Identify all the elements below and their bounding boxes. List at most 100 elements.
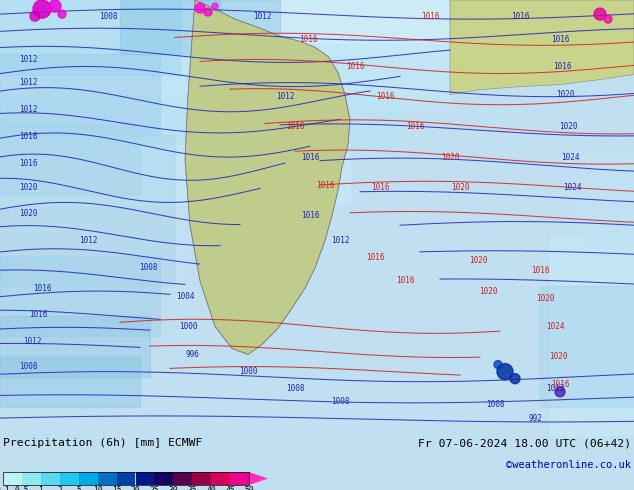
Text: 1016: 1016 — [346, 62, 365, 71]
Bar — [211, 472, 230, 485]
Text: Fr 07-06-2024 18.00 UTC (06+42): Fr 07-06-2024 18.00 UTC (06+42) — [418, 438, 631, 448]
Bar — [173, 472, 192, 485]
Text: 1012: 1012 — [19, 55, 37, 64]
Text: 1000: 1000 — [239, 367, 257, 376]
Text: 1008: 1008 — [19, 362, 37, 371]
Text: 1016: 1016 — [301, 211, 320, 220]
Text: 992: 992 — [528, 415, 542, 423]
Text: 20: 20 — [131, 486, 140, 490]
Text: 1008: 1008 — [286, 384, 304, 393]
Polygon shape — [450, 0, 634, 95]
Text: 1004: 1004 — [176, 292, 194, 300]
Text: 1016: 1016 — [286, 122, 304, 131]
Text: 1016: 1016 — [406, 122, 424, 131]
Bar — [230, 472, 249, 485]
Text: 5: 5 — [76, 486, 81, 490]
Bar — [540, 286, 634, 407]
Bar — [120, 0, 220, 54]
Bar — [0, 256, 160, 336]
Text: 1012: 1012 — [23, 337, 41, 346]
Text: 1016: 1016 — [301, 152, 320, 162]
Polygon shape — [249, 472, 268, 485]
Text: 1016: 1016 — [371, 183, 389, 192]
Bar — [0, 316, 150, 377]
Text: 1012: 1012 — [19, 105, 37, 114]
Bar — [79, 472, 98, 485]
Bar — [155, 472, 173, 485]
Circle shape — [575, 19, 585, 29]
Text: 1012: 1012 — [79, 236, 97, 245]
Text: 1020: 1020 — [441, 152, 459, 162]
Text: 1016: 1016 — [19, 132, 37, 142]
Bar — [0, 125, 140, 196]
Text: Precipitation (6h) [mm] ECMWF: Precipitation (6h) [mm] ECMWF — [3, 438, 202, 448]
Bar — [0, 0, 180, 74]
Text: 1012: 1012 — [276, 92, 294, 101]
Bar — [117, 472, 136, 485]
Circle shape — [195, 3, 205, 13]
Text: 1020: 1020 — [19, 183, 37, 192]
Circle shape — [49, 0, 61, 12]
Text: 1012: 1012 — [331, 236, 349, 245]
Text: 0.1: 0.1 — [0, 486, 10, 490]
Text: 1016: 1016 — [33, 284, 51, 293]
Text: 1020: 1020 — [469, 256, 488, 266]
Text: 1012: 1012 — [253, 12, 271, 21]
Text: 1012: 1012 — [546, 384, 564, 393]
Text: 1016: 1016 — [366, 253, 384, 262]
Text: 1024: 1024 — [560, 152, 579, 162]
Circle shape — [555, 387, 565, 397]
Text: 25: 25 — [150, 486, 159, 490]
Text: 1016: 1016 — [531, 267, 549, 275]
Circle shape — [30, 11, 40, 21]
Circle shape — [204, 8, 212, 16]
Bar — [192, 472, 211, 485]
Text: 0.5: 0.5 — [15, 486, 29, 490]
Bar — [580, 155, 634, 256]
Bar — [3, 472, 22, 485]
Circle shape — [604, 15, 612, 23]
Text: ©weatheronline.co.uk: ©weatheronline.co.uk — [506, 460, 631, 470]
Bar — [60, 472, 79, 485]
Text: 1016: 1016 — [29, 310, 48, 318]
Text: 1016: 1016 — [511, 12, 529, 21]
Text: 1020: 1020 — [556, 90, 574, 99]
Text: 35: 35 — [188, 486, 197, 490]
Circle shape — [212, 3, 218, 9]
Bar — [22, 472, 41, 485]
Text: 1024: 1024 — [546, 322, 564, 331]
Bar — [0, 44, 450, 105]
Bar — [0, 135, 175, 286]
Circle shape — [494, 361, 502, 368]
Circle shape — [592, 6, 608, 22]
Text: 1020: 1020 — [559, 122, 577, 131]
Bar — [550, 236, 634, 437]
Text: 1000: 1000 — [179, 322, 197, 331]
Bar — [200, 0, 280, 44]
Circle shape — [33, 0, 51, 18]
Text: 1008: 1008 — [331, 397, 349, 406]
Bar — [41, 472, 60, 485]
Bar — [0, 95, 400, 155]
Text: 1016: 1016 — [396, 276, 414, 286]
Circle shape — [497, 364, 513, 380]
Text: 2: 2 — [57, 486, 62, 490]
Bar — [0, 54, 160, 135]
Circle shape — [58, 10, 66, 18]
Text: 15: 15 — [112, 486, 122, 490]
Bar — [0, 357, 140, 407]
Text: 10: 10 — [93, 486, 103, 490]
Polygon shape — [185, 0, 350, 354]
Text: 1008: 1008 — [99, 12, 117, 21]
Text: 1008: 1008 — [139, 264, 157, 272]
Bar — [136, 472, 155, 485]
Bar — [3, 472, 249, 485]
Text: 1016: 1016 — [316, 181, 334, 190]
Text: 1016: 1016 — [551, 380, 569, 389]
Text: 1020: 1020 — [536, 294, 554, 303]
Text: 40: 40 — [206, 486, 216, 490]
Text: 1020: 1020 — [451, 183, 469, 192]
Text: 1016: 1016 — [551, 35, 569, 44]
Text: 1016: 1016 — [421, 12, 439, 21]
Text: 50: 50 — [244, 486, 254, 490]
